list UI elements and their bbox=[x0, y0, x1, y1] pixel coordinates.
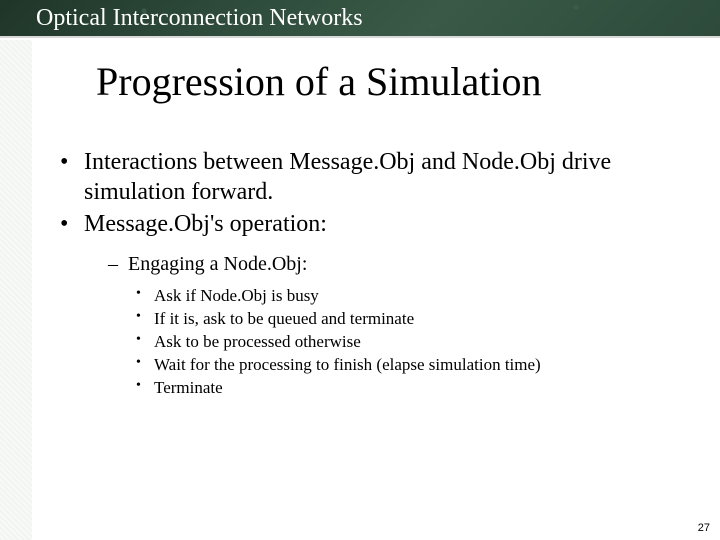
bullet-list-level3: Ask if Node.Obj is busy If it is, ask to… bbox=[136, 285, 700, 400]
slide-title: Progression of a Simulation bbox=[96, 58, 700, 105]
bullet-l3-item: Ask to be processed otherwise bbox=[136, 331, 700, 354]
header-bar: Optical Interconnection Networks bbox=[0, 0, 720, 38]
bullet-list-level1: Interactions between Message.Obj and Nod… bbox=[60, 147, 700, 239]
bullet-l2-item: Engaging a Node.Obj: bbox=[108, 251, 700, 277]
bullet-l1-item: Message.Obj's operation: bbox=[60, 209, 700, 239]
side-decorative-pattern bbox=[0, 40, 32, 540]
bullet-l3-item: Wait for the processing to finish (elaps… bbox=[136, 354, 700, 377]
bullet-l1-item: Interactions between Message.Obj and Nod… bbox=[60, 147, 700, 207]
page-number: 27 bbox=[698, 522, 710, 534]
header-title: Optical Interconnection Networks bbox=[36, 5, 363, 32]
slide-content: Progression of a Simulation Interactions… bbox=[40, 40, 700, 400]
bullet-list-level2: Engaging a Node.Obj: bbox=[108, 251, 700, 277]
bullet-l3-item: Ask if Node.Obj is busy bbox=[136, 285, 700, 308]
bullet-l3-item: Terminate bbox=[136, 377, 700, 400]
bullet-l3-item: If it is, ask to be queued and terminate bbox=[136, 308, 700, 331]
